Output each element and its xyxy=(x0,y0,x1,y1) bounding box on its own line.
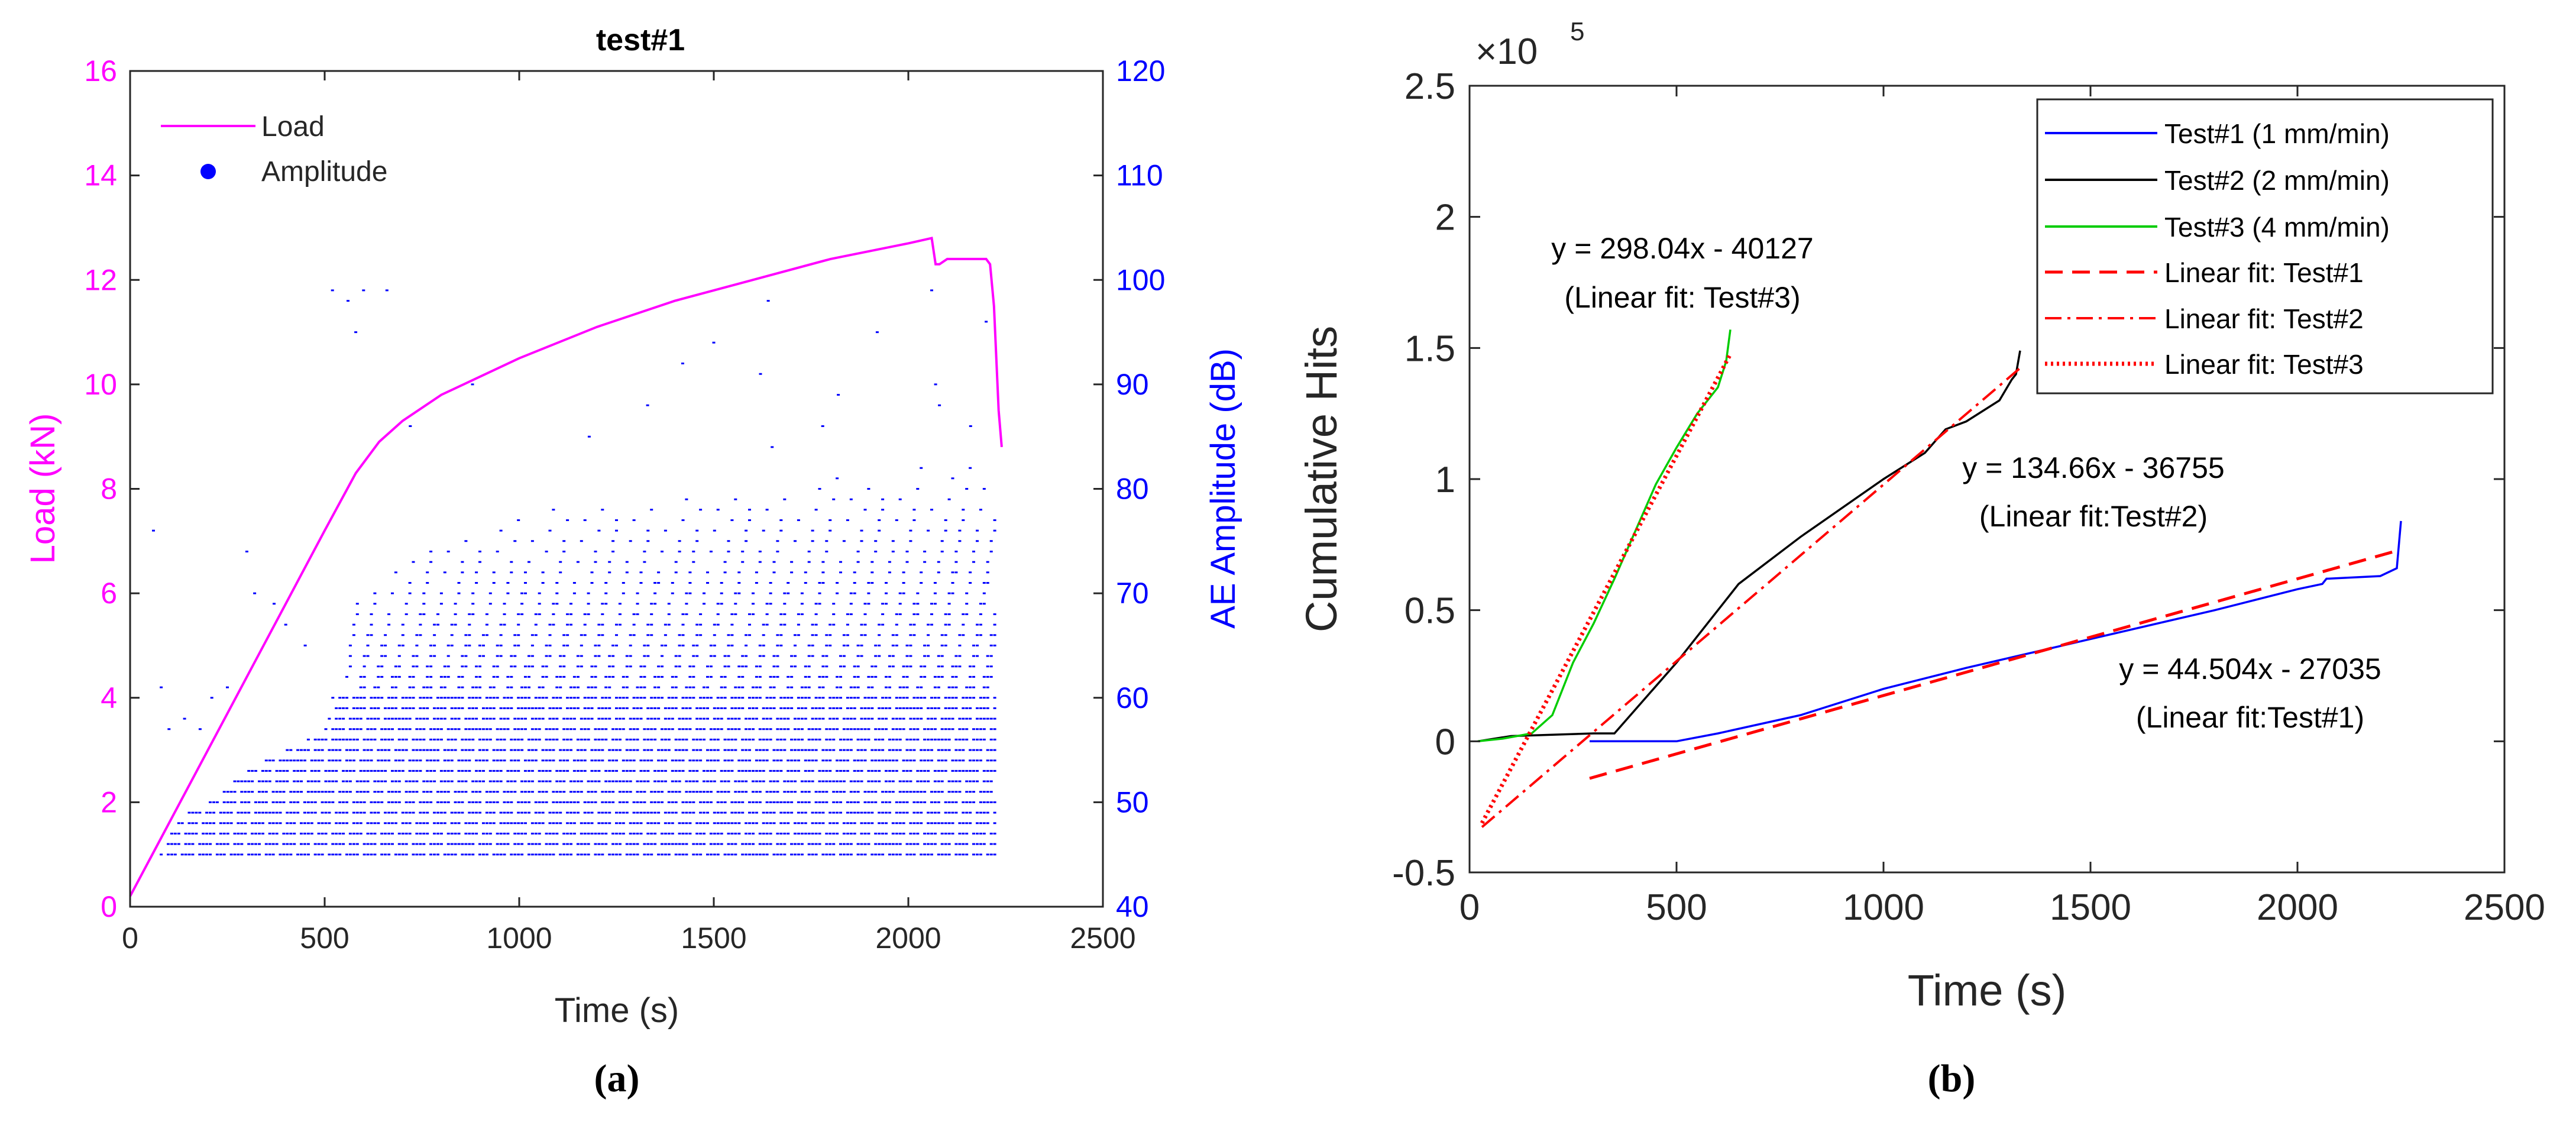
x-tick-label: 1000 xyxy=(486,921,552,955)
fit-test2-line xyxy=(1481,367,2021,828)
annotation-test1: y = 44.504x - 27035 (Linear fit:Test#1) xyxy=(2119,652,2381,734)
y-tick-label: 12 xyxy=(84,263,117,296)
y2-tick-label: 40 xyxy=(1116,890,1149,923)
x-tick-label: 1500 xyxy=(681,921,746,955)
x-tick-label: 500 xyxy=(300,921,349,955)
amplitude-points xyxy=(152,289,996,856)
scale-label-prefix: ×10 xyxy=(1475,31,1538,72)
legend-test3-label: Test#3 (4 mm/min) xyxy=(2164,212,2390,242)
scale-label-exponent: 5 xyxy=(1570,17,1584,46)
y-tick-label: 10 xyxy=(84,368,117,401)
y-tick-label: 14 xyxy=(84,159,117,192)
x-tick-label: 2500 xyxy=(2464,887,2545,928)
x-tick-label: 0 xyxy=(1459,887,1480,928)
y-tick-label: 2 xyxy=(101,785,117,819)
x-tick-label: 0 xyxy=(122,921,138,955)
x-tick-label: 2000 xyxy=(875,921,941,955)
y-tick-label: -0.5 xyxy=(1392,853,1455,894)
panel-a-title: test#1 xyxy=(596,23,685,57)
y2-tick-label: 80 xyxy=(1116,473,1149,506)
fit-test1-line xyxy=(1589,548,2402,780)
annotation-test3-note: (Linear fit: Test#3) xyxy=(1564,281,1800,314)
annotation-test1-note: (Linear fit:Test#1) xyxy=(2136,701,2364,734)
y2-tick-label: 120 xyxy=(1116,54,1165,88)
y-tick-label: 2 xyxy=(1435,198,1455,238)
y-tick-label: 8 xyxy=(101,473,117,506)
panel-b-y-label: Cumulative Hits xyxy=(1297,326,1346,632)
panel-a-y2-label: AE Amplitude (dB) xyxy=(1204,348,1242,629)
annotation-test2-note: (Linear fit:Test#2) xyxy=(1979,500,2208,533)
y2-tick-label: 50 xyxy=(1116,785,1149,819)
legend-load-label: Load xyxy=(261,111,325,143)
y-tick-label: 0 xyxy=(1435,722,1455,762)
panel-a-chart: test#1 0 500 1000 1500 2000 2500 0 2 4 6 8 10 12 14 1… xyxy=(24,23,1242,1100)
legend-box xyxy=(2036,98,2494,395)
legend-test1-label: Test#1 (1 mm/min) xyxy=(2164,118,2390,149)
panel-b-chart: ×10 5 0 500 1000 1500 2000 2500 -0.500.511.52… xyxy=(1297,17,2545,1100)
x-tick-label: 1000 xyxy=(1843,887,1924,928)
y2-tick-label: 90 xyxy=(1116,368,1149,401)
amplitude-scatter xyxy=(152,289,996,856)
y-tick-label: 0.5 xyxy=(1404,591,1455,632)
y-tick-label: 2.5 xyxy=(1404,66,1455,107)
y-tick-label: 4 xyxy=(101,681,117,714)
panel-a-x-ticks: 0 500 1000 1500 2000 2500 xyxy=(122,71,1136,955)
panel-b-y-ticks: -0.5 0 0.5 1 1.5 2 2.5 xyxy=(1392,66,2504,894)
annotation-test2: y = 134.66x - 36755 (Linear fit:Test#2) xyxy=(1962,451,2224,533)
panel-a-x-label: Time (s) xyxy=(555,991,679,1030)
x-tick-label: 2000 xyxy=(2257,887,2338,928)
annotation-test3-eq: y = 298.04x - 40127 xyxy=(1551,232,1813,265)
y2-tick-label: 60 xyxy=(1116,681,1149,714)
panel-b-x-label: Time (s) xyxy=(1908,966,2067,1015)
annotation-test2-eq: y = 134.66x - 36755 xyxy=(1962,451,2224,484)
test1-curve xyxy=(1590,520,2402,743)
x-tick-label: 500 xyxy=(1646,887,1707,928)
panel-a-y-label: Load (kN) xyxy=(24,413,62,564)
y-tick-label: 1.5 xyxy=(1404,328,1455,369)
panel-a-y-ticks: 0 2 4 6 8 10 12 14 16 xyxy=(84,54,140,923)
legend-amplitude-marker xyxy=(200,164,216,179)
annotation-test1-eq: y = 44.504x - 27035 xyxy=(2119,652,2381,686)
y-tick-label: 16 xyxy=(84,54,117,88)
test3-curve xyxy=(1477,329,1732,743)
y-tick-label: 0 xyxy=(101,890,117,923)
panel-a-label: (a) xyxy=(594,1057,640,1100)
legend-fit1-label: Linear fit: Test#1 xyxy=(2164,257,2364,288)
legend-amplitude-label: Amplitude xyxy=(261,156,387,187)
fit-test3-line xyxy=(1480,353,1733,824)
legend-fit2-label: Linear fit: Test#2 xyxy=(2164,303,2364,334)
panel-b-legend: Test#1 (1 mm/min) Test#2 (2 mm/min) Test… xyxy=(2036,98,2494,395)
x-tick-label: 2500 xyxy=(1070,921,1135,955)
y-tick-label: 6 xyxy=(101,577,117,610)
annotation-test3: y = 298.04x - 40127 (Linear fit: Test#3) xyxy=(1551,232,1813,314)
panel-b-label: (b) xyxy=(1928,1057,1976,1100)
x-tick-label: 1500 xyxy=(2050,887,2131,928)
legend-fit3-label: Linear fit: Test#3 xyxy=(2164,349,2364,380)
legend-test2-label: Test#2 (2 mm/min) xyxy=(2164,165,2390,196)
y2-tick-label: 110 xyxy=(1116,159,1163,192)
load-line xyxy=(129,237,1003,897)
y-tick-label: 1 xyxy=(1435,460,1455,500)
panel-b-scale-label: ×10 5 xyxy=(1475,17,1584,72)
panel-b-series xyxy=(1477,329,2402,828)
y2-tick-label: 70 xyxy=(1116,577,1149,610)
panel-a-legend: Load Amplitude xyxy=(161,111,387,187)
y2-tick-label: 100 xyxy=(1116,263,1165,296)
panel-a-y2-ticks: 40 50 60 70 80 90 100 110 120 xyxy=(1093,54,1165,923)
test2-curve xyxy=(1477,350,2021,743)
panel-b-x-ticks: 0 500 1000 1500 2000 2500 xyxy=(1459,86,2545,928)
